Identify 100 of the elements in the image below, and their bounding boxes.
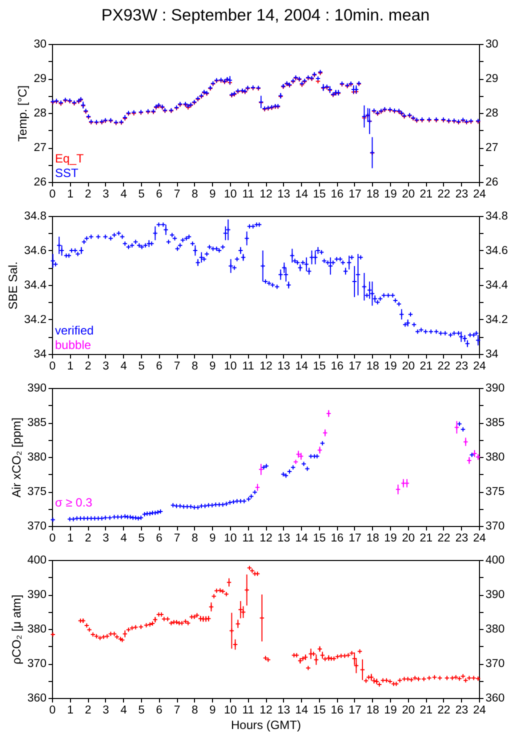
x-tick-label: 21 — [420, 360, 433, 372]
y-tick-label: 380 — [27, 452, 46, 464]
x-tick-label: 14 — [295, 704, 309, 716]
x-tick-label: 4 — [120, 532, 128, 544]
y2-tick-label: 30 — [486, 38, 498, 50]
y2-tick-label: 34 — [486, 348, 499, 360]
x-tick-label: 1 — [67, 360, 74, 372]
y-axis-title: Air xCO₂ [ppm] — [9, 417, 24, 498]
x-tick-label: 15 — [312, 188, 326, 200]
x-tick-label: 6 — [156, 532, 162, 544]
x-tick-label: 11 — [242, 188, 254, 200]
x-tick-label: 9 — [209, 704, 216, 716]
x-tick-label: 15 — [312, 360, 326, 372]
y-tick-label: 34.8 — [24, 210, 46, 222]
x-tick-label: 5 — [138, 188, 145, 200]
x-tick-label: 9 — [209, 532, 216, 544]
y2-tick-label: 26 — [486, 176, 498, 188]
y-axis-title: Temp. [°C] — [16, 85, 30, 142]
x-tick-label: 19 — [384, 532, 397, 544]
y2-tick-label: 27 — [486, 142, 498, 154]
x-tick-label: 0 — [49, 360, 56, 372]
y-tick-label: 28 — [34, 108, 46, 120]
x-tick-label: 17 — [348, 704, 362, 716]
y-tick-label: 390 — [27, 382, 46, 394]
y2-tick-label: 28 — [486, 108, 498, 120]
x-tick-label: 20 — [402, 532, 415, 544]
y-tick-label: 27 — [34, 142, 46, 154]
x-tick-label: 21 — [420, 704, 433, 716]
x-tick-label: 16 — [330, 188, 344, 200]
x-tick-label: 7 — [174, 360, 180, 372]
x-tick-label: 14 — [295, 532, 309, 544]
x-tick-label: 1 — [67, 532, 74, 544]
x-tick-label: 2 — [84, 188, 92, 200]
x-tick-label: 7 — [174, 532, 180, 544]
x-tick-label: 23 — [455, 704, 468, 716]
x-tick-label: 24 — [473, 532, 486, 544]
y2-tick-label: 34.2 — [486, 314, 508, 326]
y-tick-label: 34.6 — [24, 245, 46, 257]
x-tick-label: 11 — [242, 532, 254, 544]
y2-tick-label: 390 — [486, 382, 505, 394]
x-tick-label: 16 — [330, 532, 344, 544]
x-tick-label: 16 — [330, 704, 344, 716]
x-tick-label: 17 — [348, 360, 362, 372]
x-tick-label: 4 — [120, 360, 128, 372]
x-tick-label: 12 — [260, 360, 272, 372]
x-tick-label: 6 — [156, 360, 162, 372]
x-tick-label: 22 — [438, 360, 450, 372]
y-tick-label: 400 — [27, 554, 46, 566]
x-tick-label: 18 — [366, 360, 380, 372]
y-tick-label: 34 — [34, 348, 48, 360]
x-tick-label: 23 — [455, 360, 468, 372]
x-tick-label: 24 — [473, 188, 486, 200]
x-tick-label: 11 — [242, 704, 254, 716]
x-tick-label: 9 — [209, 188, 216, 200]
y2-tick-label: 360 — [486, 692, 505, 704]
x-tick-label: 24 — [473, 360, 486, 372]
x-tick-label: 16 — [330, 360, 344, 372]
y2-tick-label: 29 — [486, 73, 498, 85]
x-tick-label: 0 — [49, 704, 56, 716]
x-tick-label: 13 — [277, 188, 290, 200]
x-tick-label: 17 — [348, 188, 362, 200]
x-tick-label: 19 — [384, 704, 397, 716]
y-tick-label: 375 — [27, 486, 46, 498]
x-tick-label: 5 — [138, 532, 145, 544]
x-tick-label: 12 — [260, 188, 272, 200]
x-tick-label: 19 — [384, 360, 397, 372]
x-tick-label: 14 — [295, 360, 309, 372]
x-tick-label: 2 — [84, 360, 92, 372]
y-tick-label: 370 — [27, 520, 46, 532]
y2-tick-label: 34.4 — [486, 280, 508, 292]
y-tick-label: 385 — [27, 417, 46, 429]
x-tick-label: 8 — [192, 704, 198, 716]
x-tick-label: 4 — [120, 188, 128, 200]
y2-tick-label: 385 — [486, 417, 505, 429]
x-tick-label: 7 — [174, 188, 180, 200]
x-tick-label: 20 — [402, 360, 415, 372]
x-tick-label: 17 — [348, 532, 362, 544]
x-tick-label: 23 — [455, 532, 468, 544]
x-tick-label: 15 — [312, 704, 326, 716]
y-axis-title: SBE Sal. — [6, 261, 20, 310]
x-tick-label: 3 — [102, 532, 110, 544]
y-tick-label: 34.4 — [24, 280, 48, 292]
y2-tick-label: 375 — [486, 486, 505, 498]
x-tick-label: 18 — [366, 188, 380, 200]
legend-label: bubble — [55, 338, 92, 352]
x-tick-label: 20 — [402, 188, 415, 200]
x-tick-label: 5 — [138, 704, 145, 716]
x-tick-label: 5 — [138, 360, 145, 372]
x-tick-label: 18 — [366, 532, 380, 544]
x-tick-label: 10 — [224, 532, 237, 544]
x-tick-label: 23 — [455, 188, 468, 200]
x-tick-label: 10 — [224, 360, 237, 372]
x-tick-label: 6 — [156, 704, 162, 716]
x-tick-label: 8 — [192, 532, 198, 544]
point — [293, 459, 298, 464]
x-tick-label: 22 — [438, 704, 450, 716]
x-tick-label: 10 — [224, 188, 237, 200]
x-tick-label: 15 — [312, 532, 326, 544]
text: σ ≥ 0.3 — [55, 496, 93, 510]
x-tick-label: 0 — [49, 532, 56, 544]
